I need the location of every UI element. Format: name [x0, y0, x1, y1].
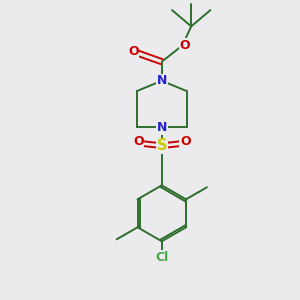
Text: O: O [128, 45, 139, 58]
Text: N: N [157, 74, 167, 87]
Text: O: O [133, 135, 143, 148]
Text: S: S [157, 138, 167, 153]
Text: O: O [180, 135, 190, 148]
Text: O: O [179, 39, 190, 52]
Text: Cl: Cl [155, 251, 168, 264]
Text: N: N [157, 121, 167, 134]
